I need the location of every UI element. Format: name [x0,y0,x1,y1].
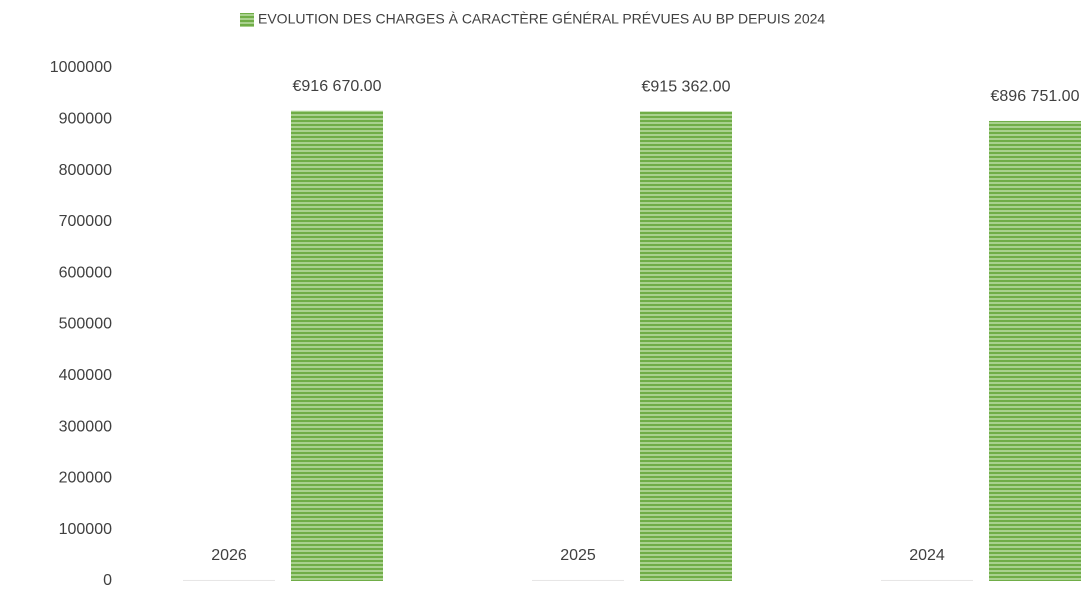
y-tick-label: 700000 [59,213,112,230]
y-tick-label: 0 [103,572,112,589]
y-tick-label: 500000 [59,316,112,333]
data-label: 2024 [909,547,945,564]
y-tick-label: 900000 [59,111,112,128]
data-label: 2026 [211,547,247,564]
bar [183,579,275,581]
y-tick-label: 600000 [59,264,112,281]
y-tick-label: 300000 [59,418,112,435]
bar [640,111,732,581]
y-tick-label: 400000 [59,367,112,384]
y-tick-label: 1000000 [50,59,112,76]
y-tick-label: 800000 [59,162,112,179]
y-tick-label: 200000 [59,470,112,487]
y-tick-label: 100000 [59,521,112,538]
bar [532,579,624,581]
bar [881,579,973,581]
data-label: €915 362.00 [642,79,731,96]
bar [291,110,383,581]
bar [989,120,1081,581]
legend-swatch [240,13,254,27]
data-label: €916 670.00 [293,78,382,95]
legend-label: EVOLUTION DES CHARGES À CARACTÈRE GÉNÉRA… [258,11,825,27]
data-label: 2025 [560,547,596,564]
data-label: €896 751.00 [991,88,1080,105]
